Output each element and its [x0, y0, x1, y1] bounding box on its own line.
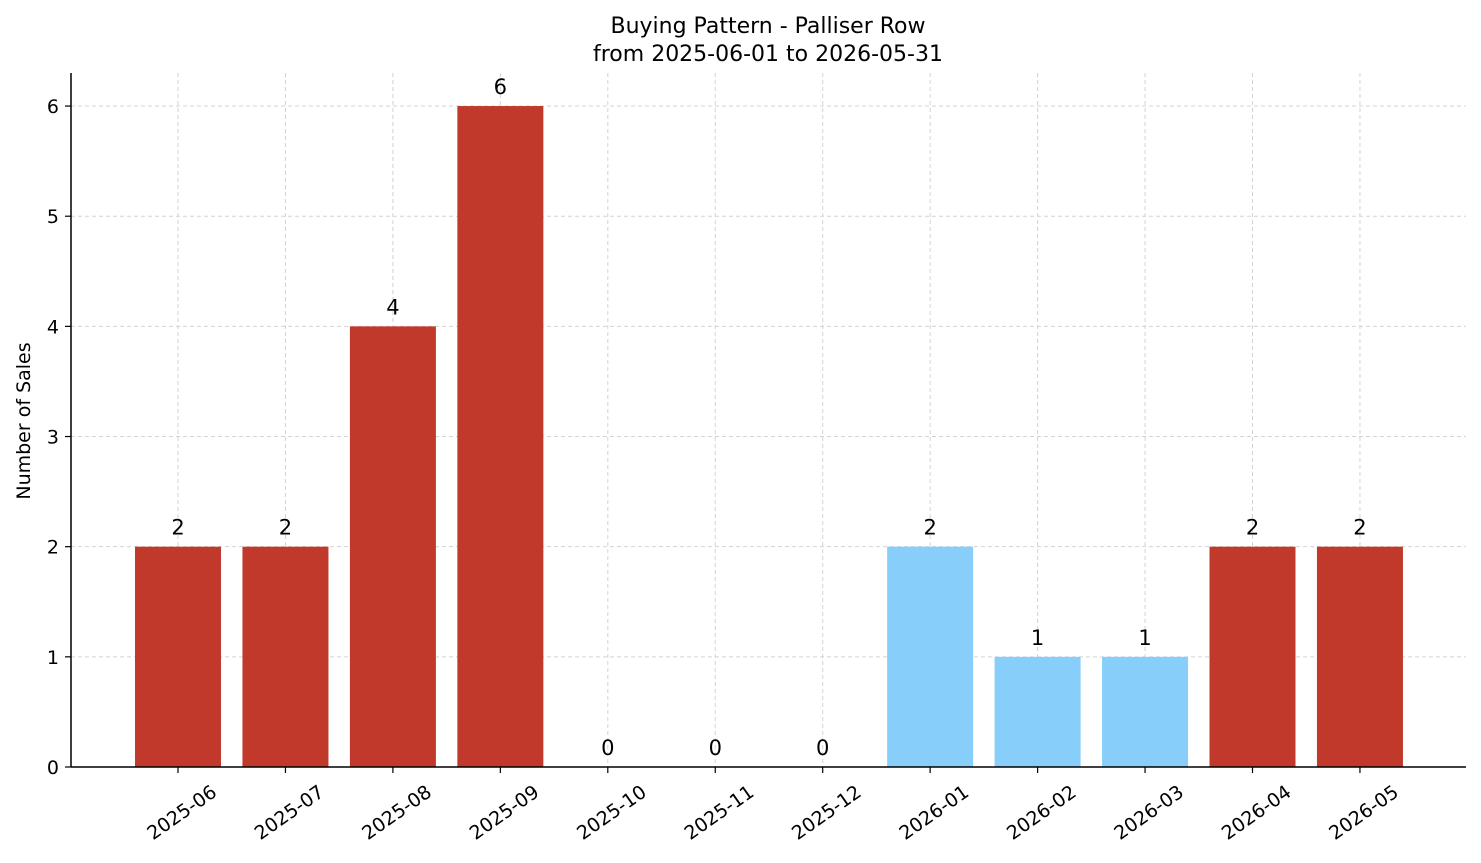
x-tick-label: 2025-11: [680, 781, 758, 845]
data-label: 1: [1138, 626, 1151, 650]
data-labels-layer: 2 2 4 6 0 0 0 2 1 1 2 2: [171, 75, 1366, 760]
y-tick-label: 4: [47, 316, 59, 338]
chart-title: Buying Pattern - Palliser Row: [610, 14, 925, 39]
y-tick-label: 5: [47, 206, 59, 228]
bar: [135, 546, 221, 767]
x-tick-label: 2026-03: [1110, 781, 1188, 845]
bar: [994, 656, 1081, 767]
y-tick-label: 3: [47, 427, 59, 449]
y-axis-label: Number of Sales: [13, 342, 35, 499]
x-tick-label: 2025-07: [251, 781, 329, 845]
data-label: 2: [1353, 516, 1366, 540]
axes-layer: [70, 73, 1466, 768]
x-tick-label: 2026-01: [895, 781, 973, 845]
data-label: 0: [709, 736, 722, 760]
bar: [887, 546, 974, 767]
data-label: 0: [601, 736, 614, 760]
data-label: 2: [1246, 516, 1259, 540]
bar: [1209, 546, 1296, 767]
data-label: 2: [171, 516, 184, 540]
data-label: 2: [923, 516, 936, 540]
data-label: 6: [494, 75, 507, 99]
x-tick-label: 2025-10: [573, 781, 651, 845]
bar: [1102, 656, 1189, 767]
data-label: 0: [816, 736, 829, 760]
x-tick-label: 2025-12: [788, 781, 866, 845]
data-label: 4: [386, 295, 399, 319]
x-tick-label: 2026-05: [1325, 781, 1403, 845]
bars-layer: [135, 106, 1403, 768]
data-label: 2: [279, 516, 292, 540]
data-label: 1: [1031, 626, 1044, 650]
x-tick-label: 2026-04: [1218, 781, 1296, 845]
chart-subtitle: from 2025-06-01 to 2026-05-31: [593, 42, 943, 67]
x-tick-label: 2025-08: [358, 781, 436, 845]
bar: [242, 546, 329, 767]
y-tick-label: 0: [47, 757, 59, 779]
y-tick-label: 6: [47, 96, 59, 118]
bar: [349, 326, 436, 767]
y-tick-label: 1: [47, 647, 59, 669]
x-tick-label: 2026-02: [1003, 781, 1081, 845]
bar: [457, 106, 544, 768]
y-tick-label: 2: [47, 537, 59, 559]
x-tick-label: 2025-09: [466, 781, 544, 845]
bar: [1316, 546, 1403, 767]
x-tick-label: 2025-06: [143, 781, 221, 845]
